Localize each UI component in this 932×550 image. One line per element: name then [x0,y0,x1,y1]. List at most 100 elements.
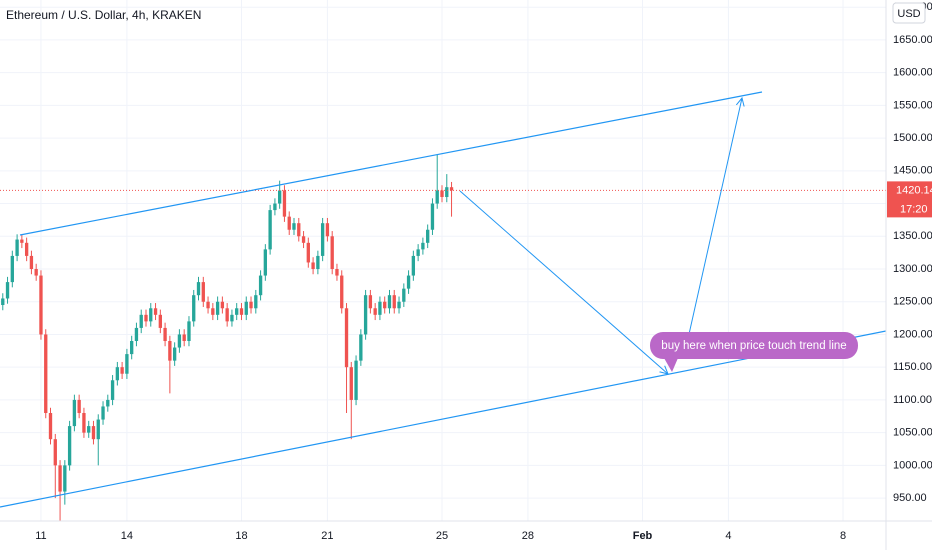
drawings: buy here when price touch trend line [0,91,886,508]
candle-body [311,262,315,270]
y-tick-label: 1500.00 [893,132,932,144]
candle-body [115,367,120,381]
currency: USD [897,8,920,20]
y-tick-label: 1050.00 [893,427,932,439]
candle-body [10,255,14,283]
candle-body [335,269,339,276]
candle-body [278,190,282,204]
candle-body [58,465,62,492]
y-tick-label: 1000.00 [893,459,932,471]
candle-body [344,308,349,368]
candle-body [297,223,301,237]
candle-body [15,239,19,256]
grid [0,0,886,521]
y-tick-label: 950.00 [893,492,927,504]
candle-body [268,210,272,250]
candle-body [220,301,225,309]
last-price-box [887,181,932,218]
candle-body [67,426,72,466]
candle-body [134,327,139,342]
candle-body [187,321,191,342]
y-tick-label: 1100.00 [893,394,932,406]
y-tick-label: 1250.00 [893,296,932,308]
candle-body [239,308,244,315]
candle-body [77,399,81,414]
lower-trend-line [0,330,886,508]
candle-body [20,239,24,243]
countdown-label: 17:20 [900,203,928,215]
candle-body [211,308,215,315]
candle-body [292,223,296,230]
candle-body [96,419,100,440]
candle-body [48,413,53,440]
candle-body [53,439,57,466]
candle-body [421,242,425,250]
candle-body [325,223,330,237]
candle-body [225,308,229,322]
last-price-label: 1420.14 [896,184,932,196]
upper-trend-line [19,91,763,236]
candle-body [72,399,77,427]
candle-body [144,314,148,322]
candle-body [411,255,416,276]
y-tick-label: 1150.00 [893,361,932,373]
candle-body [316,255,320,270]
candle-body [402,288,406,302]
candle-body [34,269,38,276]
candle-body [168,341,172,361]
candle-body [87,426,91,433]
candle-body [244,301,248,315]
candle-body [426,229,430,243]
candle-body [397,301,401,309]
x-tick-label: 21 [321,530,333,542]
candle-body [158,314,162,328]
y-tick-label: 1600.00 [893,67,932,79]
candle-body [110,380,115,400]
y-tick-label: 1200.00 [893,328,932,340]
x-tick-label: 18 [235,530,247,542]
candle-body [125,354,129,374]
projection-arrow-down [459,190,668,374]
candle-body [29,255,34,270]
x-tick-label: Feb [633,530,653,542]
candle-body [163,327,167,342]
candle-body [282,190,287,217]
callout-tail [664,358,678,372]
candle-body [120,367,124,374]
candle-body [330,236,334,270]
candle-body [373,308,377,315]
candle-body [340,275,344,309]
candle-body [201,282,205,302]
callout-text: buy here when price touch trend line [661,340,846,352]
candle-body [430,203,435,230]
candle-body [435,190,439,204]
x-tick-label: 25 [436,530,448,542]
candle-body [363,295,368,335]
candle-body [368,295,373,309]
candle-body [349,367,353,400]
candle-body [82,413,86,433]
candle-body [206,301,210,309]
candles [0,154,886,521]
candle-body [359,334,363,361]
candle-body [177,334,182,348]
candle-body [235,308,239,315]
candle-body [320,223,325,256]
candle-body [5,282,10,299]
candle-body [230,314,234,322]
candle-body [273,203,277,211]
candle-body [440,190,444,198]
candle-body [287,216,291,230]
candle-body [406,275,411,289]
candle-body [416,249,420,256]
projection-arrow-up [684,98,742,353]
candle-body [354,360,358,400]
candle-body [182,334,186,342]
y-tick-label: 1450.00 [893,165,932,177]
x-tick-label: 8 [840,530,846,542]
candle-body [101,406,105,420]
candle-body [301,236,306,243]
candle-body [91,426,96,440]
